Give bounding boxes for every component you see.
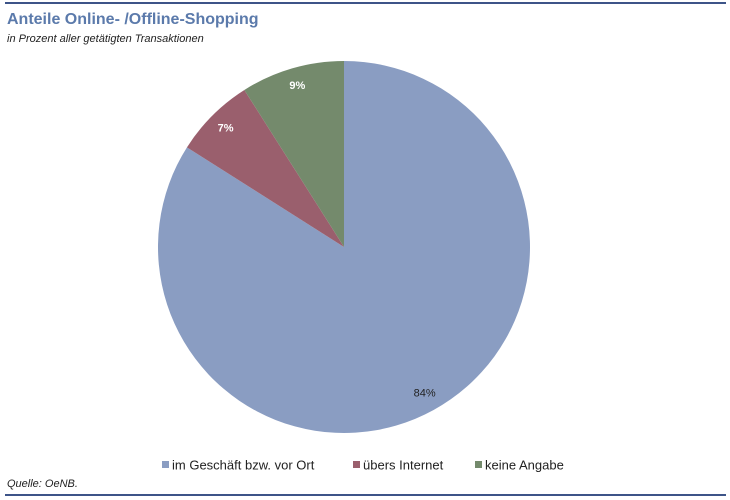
data-label: 84% bbox=[414, 388, 436, 400]
pie-slice bbox=[244, 61, 344, 247]
pie-slice bbox=[186, 89, 344, 247]
legend-label: keine Angabe bbox=[485, 457, 564, 472]
legend-swatch bbox=[475, 461, 482, 468]
data-label: 7% bbox=[218, 123, 234, 135]
legend-label: im Geschäft bzw. vor Ort bbox=[172, 457, 315, 472]
legend-swatch bbox=[162, 461, 169, 468]
chart-title: Anteile Online- /Offline-Shopping bbox=[7, 11, 259, 28]
legend-label: übers Internet bbox=[363, 457, 444, 472]
data-label: 9% bbox=[289, 80, 305, 92]
chart-subtitle: in Prozent aller getätigten Transaktione… bbox=[7, 33, 204, 45]
source-note: Quelle: OeNB. bbox=[7, 478, 78, 490]
legend-swatch bbox=[353, 461, 360, 468]
